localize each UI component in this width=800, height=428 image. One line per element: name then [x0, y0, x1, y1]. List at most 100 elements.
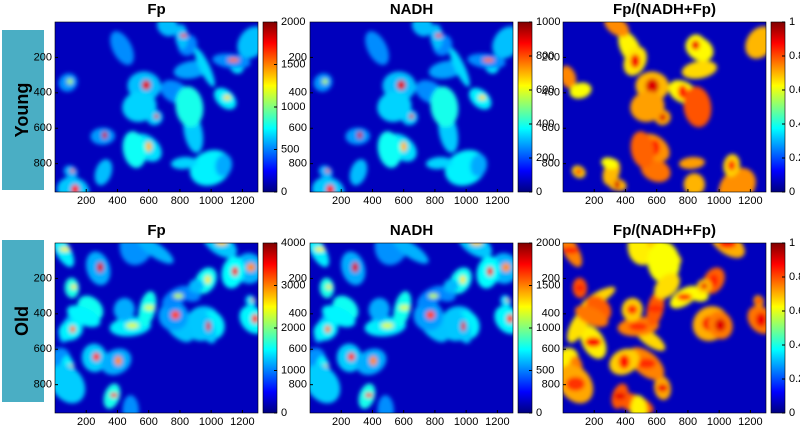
x-tick-label: 1000 — [199, 416, 223, 428]
colorbar-tick-label: 0.4 — [789, 118, 800, 130]
cell-core — [575, 284, 585, 292]
y-tick-label: 800 — [34, 158, 52, 170]
colorbar-tick-label: 4000 — [281, 237, 305, 249]
colorbar-tick-label: 1 — [789, 16, 795, 28]
cell-core — [676, 293, 692, 301]
colorbar-tick-label: 1000 — [536, 322, 560, 334]
cell-hotspot — [381, 322, 394, 329]
cell — [119, 243, 155, 266]
colorbar-tick-label: 0.8 — [789, 50, 800, 62]
colorbar-tick-label: 1000 — [281, 364, 305, 376]
cell-core — [585, 337, 602, 348]
y-tick-label: 200 — [542, 51, 560, 63]
cell-hotspot — [114, 356, 122, 366]
cell — [718, 167, 756, 192]
image — [55, 243, 258, 413]
x-tick-label: 200 — [585, 416, 603, 428]
y-tick-label: 400 — [34, 87, 52, 99]
cell-hotspot — [70, 284, 77, 290]
panel-title: Fp — [147, 1, 165, 18]
x-tick-label: 1200 — [485, 416, 509, 428]
image-frame — [562, 21, 767, 193]
cell — [430, 86, 459, 128]
row-label-box — [2, 30, 44, 190]
cell-hotspot — [67, 78, 73, 85]
y-tick-label: 600 — [289, 122, 307, 134]
panel-title: NADH — [390, 222, 433, 239]
cell — [425, 156, 452, 170]
x-tick-label: 600 — [395, 195, 413, 207]
cell — [377, 131, 402, 168]
cell — [470, 153, 488, 177]
cell-core — [563, 246, 580, 254]
cell-hotspot — [96, 262, 104, 273]
cell-core — [618, 354, 630, 369]
colorbar-tick-label: 2000 — [281, 16, 305, 28]
cell — [411, 22, 434, 37]
cell-hotspot — [70, 169, 75, 173]
cell-core — [630, 54, 641, 69]
cell-core — [627, 304, 638, 315]
cells — [563, 243, 766, 413]
cell-hotspot — [71, 184, 80, 192]
image-frame — [54, 21, 259, 193]
cell-hotspot — [173, 293, 184, 299]
cell — [122, 131, 147, 168]
cell-hotspot — [179, 33, 188, 38]
cell — [678, 156, 705, 170]
cell-hotspot — [231, 266, 239, 277]
cell-core — [755, 312, 766, 327]
cell — [349, 159, 368, 186]
cell-hotspot — [215, 243, 228, 246]
colorbar-tick-label: 0 — [789, 186, 795, 198]
colorbar-tick-label: 500 — [536, 364, 554, 376]
cell-hotspot — [434, 33, 443, 38]
cell-hotspot — [396, 80, 406, 91]
y-tick-label: 400 — [542, 87, 560, 99]
cell — [318, 165, 333, 179]
colorbar-tick-label: 1500 — [536, 279, 560, 291]
x-tick-label: 200 — [332, 195, 350, 207]
cell-core — [727, 160, 736, 171]
image-frame — [562, 242, 767, 414]
cells — [310, 243, 513, 413]
x-tick-label: 1200 — [738, 195, 762, 207]
colorbar-tick-label: 1 — [789, 237, 795, 249]
cell-hotspot — [482, 57, 495, 63]
cell — [188, 279, 204, 293]
y-tick-label: 400 — [34, 308, 52, 320]
cell-hotspot — [250, 298, 255, 302]
cells — [312, 22, 513, 192]
cell — [194, 47, 215, 87]
y-tick-label: 200 — [542, 272, 560, 284]
cell-core — [647, 304, 664, 313]
cell — [377, 395, 395, 413]
y-tick-label: 200 — [289, 272, 307, 284]
y-tick-label: 800 — [542, 379, 560, 391]
row-label: Old — [12, 306, 32, 336]
colorbar-tick-label: 1000 — [536, 16, 560, 28]
cell-hotspot — [324, 325, 331, 333]
cell — [443, 279, 459, 293]
y-tick-label: 800 — [289, 379, 307, 391]
y-tick-label: 600 — [34, 343, 52, 355]
colorbar-tick-label: 0.2 — [789, 373, 800, 385]
colorbar — [770, 21, 786, 193]
cell-hotspot — [459, 275, 466, 284]
cell — [215, 153, 233, 177]
colorbar-tick-label: 3000 — [281, 279, 305, 291]
cell-core — [614, 392, 626, 400]
x-tick-label: 1200 — [485, 195, 509, 207]
x-tick-label: 600 — [648, 195, 666, 207]
cell-hotspot — [227, 57, 240, 63]
cell — [574, 305, 609, 328]
cell-hotspot — [144, 305, 155, 311]
cell-core — [755, 298, 762, 304]
image — [55, 22, 258, 192]
cell-hotspot — [506, 314, 513, 324]
x-tick-label: 800 — [171, 195, 189, 207]
y-tick-label: 600 — [34, 122, 52, 134]
cell-core — [700, 282, 708, 290]
cell-hotspot — [409, 113, 414, 119]
